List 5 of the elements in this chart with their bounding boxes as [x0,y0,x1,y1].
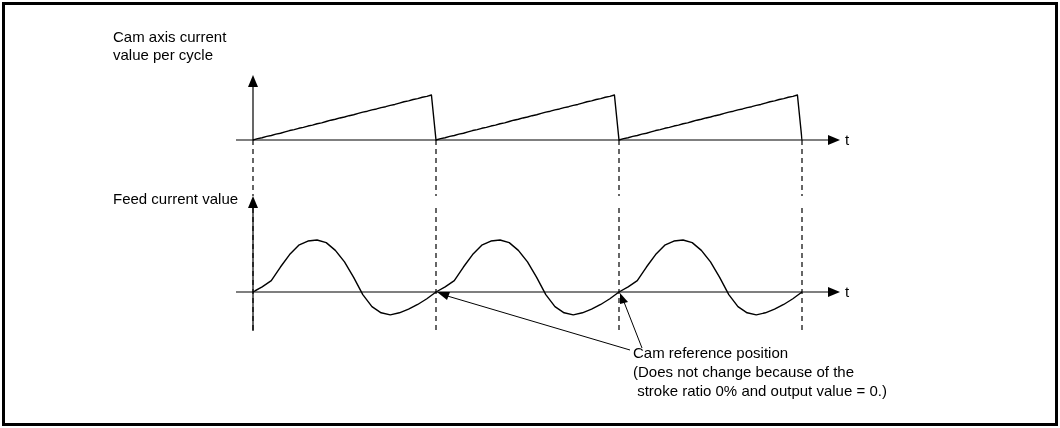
y-axis-title: Feed current value [113,190,240,208]
y-axis-title: Cam axis current value per cycle [113,28,228,64]
x-axis-title: t [845,283,850,301]
text: Cam reference position (Does not change because of the stroke ratio 0% and output value = 0.) [633,343,887,400]
x-axis-title: t [845,131,850,149]
